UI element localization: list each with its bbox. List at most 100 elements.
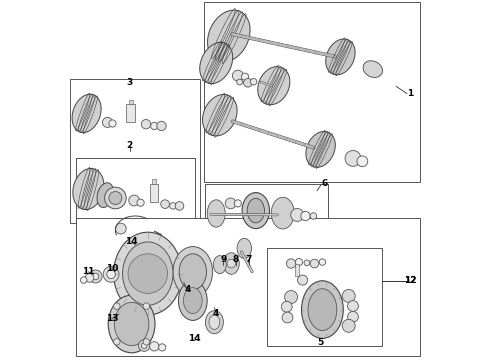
Ellipse shape [213, 256, 226, 274]
Bar [152, 179, 156, 184]
Ellipse shape [301, 281, 343, 338]
Text: 2: 2 [127, 141, 133, 150]
Ellipse shape [207, 200, 225, 227]
Ellipse shape [247, 198, 265, 223]
Circle shape [319, 259, 326, 265]
Ellipse shape [308, 289, 337, 330]
Circle shape [232, 70, 243, 81]
Circle shape [281, 301, 292, 312]
Circle shape [342, 289, 355, 302]
Circle shape [128, 254, 168, 293]
Ellipse shape [271, 197, 294, 229]
Ellipse shape [363, 61, 383, 77]
Bar [149, 184, 158, 202]
Text: 14: 14 [188, 334, 201, 343]
Bar [76, 158, 195, 223]
Ellipse shape [208, 10, 250, 62]
Circle shape [297, 275, 308, 285]
Text: 10: 10 [106, 264, 118, 273]
Text: 11: 11 [82, 267, 95, 276]
Bar [267, 248, 382, 346]
Circle shape [342, 319, 355, 332]
Bar [204, 2, 419, 182]
Ellipse shape [179, 254, 206, 290]
Text: 13: 13 [105, 314, 118, 323]
Ellipse shape [183, 288, 202, 314]
Ellipse shape [122, 242, 173, 305]
Circle shape [301, 211, 310, 221]
Circle shape [151, 122, 158, 130]
Circle shape [304, 260, 310, 266]
Circle shape [285, 291, 297, 303]
Circle shape [139, 340, 150, 351]
Circle shape [114, 303, 120, 310]
Text: 3: 3 [127, 78, 133, 87]
Circle shape [234, 200, 242, 207]
Ellipse shape [73, 168, 104, 210]
Circle shape [237, 79, 243, 85]
Circle shape [116, 223, 126, 234]
Circle shape [170, 203, 176, 209]
Ellipse shape [173, 247, 213, 297]
Circle shape [310, 213, 317, 219]
Ellipse shape [178, 281, 207, 320]
Bar [294, 264, 299, 276]
Ellipse shape [108, 295, 155, 353]
Ellipse shape [223, 253, 239, 274]
Circle shape [242, 73, 248, 80]
Circle shape [157, 121, 166, 131]
Text: 12: 12 [404, 276, 417, 285]
Circle shape [109, 120, 116, 127]
Ellipse shape [114, 232, 182, 315]
Text: 4: 4 [213, 309, 220, 318]
Circle shape [161, 200, 170, 208]
Ellipse shape [72, 94, 101, 132]
Text: 6: 6 [321, 179, 327, 188]
Circle shape [129, 195, 140, 206]
Circle shape [80, 277, 87, 283]
Text: 1: 1 [407, 89, 413, 98]
Circle shape [92, 273, 99, 280]
Circle shape [282, 312, 293, 323]
Circle shape [102, 117, 113, 127]
Circle shape [137, 199, 144, 206]
Circle shape [89, 270, 102, 283]
Circle shape [141, 120, 151, 129]
Text: 12: 12 [404, 276, 417, 285]
Circle shape [114, 338, 120, 345]
Ellipse shape [258, 67, 290, 105]
Ellipse shape [202, 94, 237, 136]
Circle shape [310, 259, 319, 268]
Ellipse shape [205, 311, 223, 334]
Text: 7: 7 [245, 256, 252, 264]
Circle shape [85, 274, 94, 282]
Ellipse shape [97, 183, 114, 207]
Circle shape [143, 338, 149, 345]
Bar [126, 104, 135, 122]
Circle shape [347, 311, 358, 322]
Circle shape [244, 78, 252, 87]
Circle shape [250, 78, 257, 85]
Bar [205, 184, 328, 245]
Circle shape [109, 192, 122, 204]
Ellipse shape [242, 193, 270, 229]
Ellipse shape [209, 315, 220, 329]
Ellipse shape [114, 302, 149, 346]
Text: 4: 4 [184, 285, 191, 294]
Circle shape [345, 150, 361, 166]
Ellipse shape [237, 238, 251, 258]
Circle shape [159, 344, 166, 351]
Circle shape [175, 202, 184, 210]
Circle shape [103, 266, 119, 282]
Circle shape [286, 259, 296, 268]
Bar [76, 218, 419, 356]
Circle shape [104, 187, 126, 209]
Text: 9: 9 [220, 256, 226, 264]
Text: 14: 14 [125, 237, 138, 246]
Circle shape [143, 303, 149, 310]
Ellipse shape [326, 39, 355, 75]
Circle shape [347, 301, 358, 311]
Ellipse shape [306, 131, 335, 167]
Circle shape [225, 198, 236, 209]
Text: 8: 8 [233, 256, 239, 264]
